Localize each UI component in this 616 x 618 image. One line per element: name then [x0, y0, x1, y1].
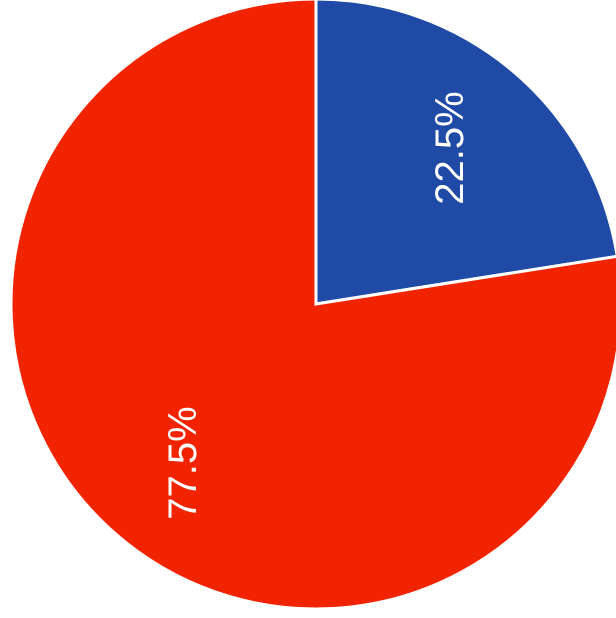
pie-slice-2: [9, 0, 616, 611]
slice-label-2: 77.5%: [161, 406, 205, 519]
slices-layer: [9, 0, 616, 611]
slice-label-1: 22.5%: [428, 91, 472, 204]
labels-layer: 22.5% 77.5%: [161, 91, 472, 519]
pie-slice-1: [314, 0, 616, 306]
